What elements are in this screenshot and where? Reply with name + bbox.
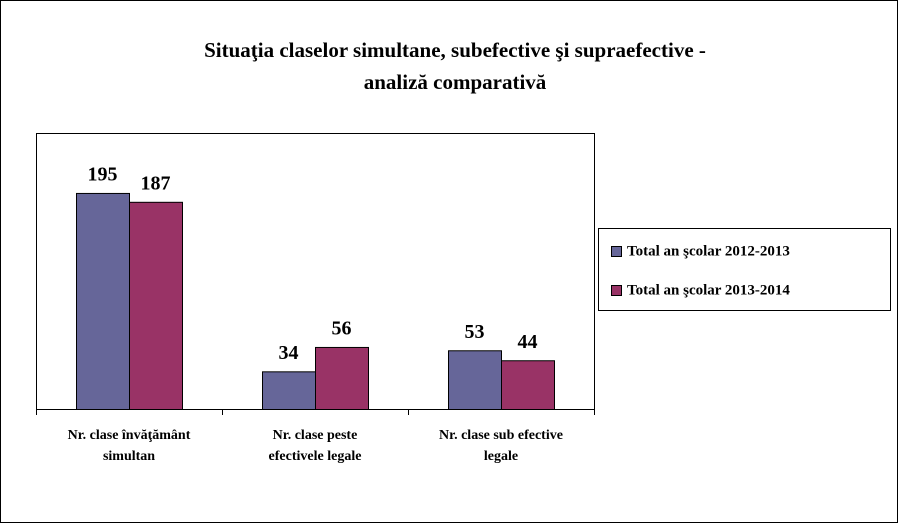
x-tick-label: Nr. clase învăţământ bbox=[68, 428, 191, 443]
x-tick-label: Nr. clase peste bbox=[273, 428, 358, 443]
bar bbox=[448, 350, 502, 410]
data-label: 195 bbox=[88, 164, 118, 186]
x-tick-label: efectivele legale bbox=[269, 449, 362, 464]
bar bbox=[262, 371, 316, 411]
bar bbox=[76, 192, 130, 410]
legend bbox=[598, 228, 891, 311]
x-tick-label: simultan bbox=[103, 449, 155, 464]
data-label: 44 bbox=[518, 331, 538, 353]
data-label: 53 bbox=[465, 321, 485, 343]
x-tick-label: Nr. clase sub efective bbox=[439, 428, 563, 443]
bar bbox=[129, 201, 183, 410]
chart-title: Situaţia claselor simultane, subefective… bbox=[204, 38, 706, 62]
legend-label: Total an şcolar 2013-2014 bbox=[627, 282, 790, 298]
data-label: 187 bbox=[141, 172, 171, 194]
data-label: 56 bbox=[332, 318, 352, 340]
bar bbox=[315, 346, 369, 410]
x-tick-label: legale bbox=[484, 449, 518, 464]
data-label: 34 bbox=[279, 342, 299, 364]
bar bbox=[501, 360, 555, 410]
legend-swatch bbox=[611, 285, 622, 296]
chart-title: analiză comparativă bbox=[364, 70, 547, 94]
legend-swatch bbox=[611, 246, 622, 257]
legend-label: Total an şcolar 2012-2013 bbox=[627, 243, 790, 259]
